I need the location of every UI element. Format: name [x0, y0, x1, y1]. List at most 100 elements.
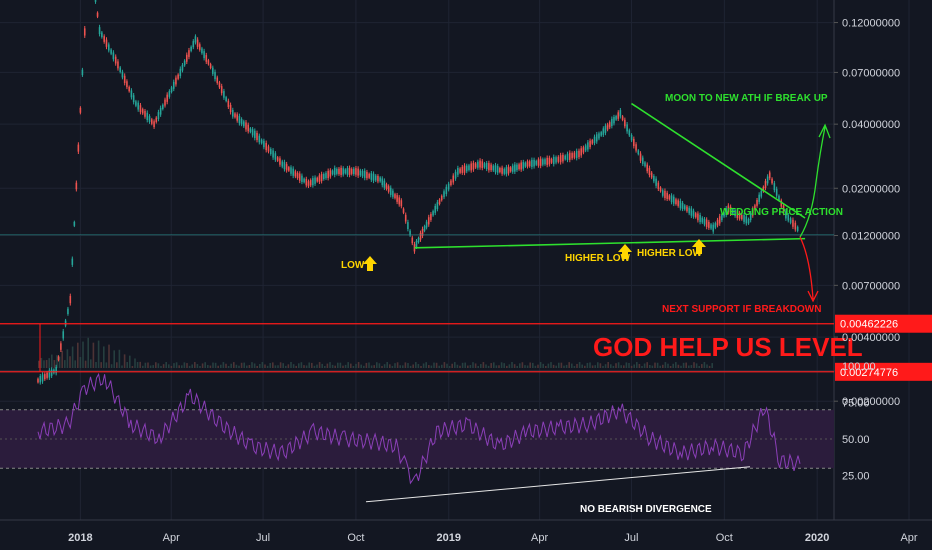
volume-bar [519, 363, 521, 368]
price-candle [762, 186, 765, 192]
price-candle [231, 109, 234, 117]
volume-bar [162, 364, 165, 368]
volume-bar [669, 365, 672, 368]
volume-bar [287, 364, 290, 368]
volume-bar [461, 362, 464, 368]
volume-bar [438, 365, 440, 368]
volume-bar [383, 364, 386, 368]
volume-bar [417, 364, 420, 368]
volume-bar [487, 365, 490, 368]
annotation-next-support: NEXT SUPPORT IF BREAKDOWN [662, 304, 821, 315]
price-candle [461, 166, 464, 173]
price-candle [298, 173, 301, 181]
price-candle [679, 200, 682, 209]
price-candle [485, 162, 488, 170]
annotation-higher-low-1: HIGHER LOW [565, 253, 631, 264]
price-candle [472, 162, 475, 170]
price-candle [621, 116, 624, 121]
volume-bar [220, 364, 222, 368]
volume-bar [97, 340, 100, 368]
volume-bar [303, 365, 305, 368]
price-candle [425, 221, 428, 228]
volume-bar [628, 363, 630, 368]
price-candle [251, 129, 254, 136]
price-candle [377, 175, 379, 182]
volume-bar [339, 362, 342, 368]
volume-bar [274, 365, 277, 368]
price-candle [62, 331, 65, 339]
volume-bar [667, 363, 669, 368]
price-candle [240, 119, 243, 125]
price-candle [243, 121, 245, 127]
price-candle [357, 168, 359, 176]
volume-bar [500, 362, 503, 368]
price-candle [635, 144, 637, 151]
price-candle [526, 161, 529, 167]
price-candle [778, 195, 780, 201]
volume-bar [636, 362, 638, 368]
volume-bar [116, 362, 118, 368]
volume-bar [402, 365, 404, 368]
volume-bar [56, 355, 58, 368]
price-candle [198, 44, 201, 50]
price-candle [269, 148, 272, 155]
price-candle [646, 164, 649, 172]
volume-bar [110, 364, 113, 368]
price-candle [602, 128, 605, 135]
volume-bar [243, 362, 245, 368]
volume-bar [188, 365, 191, 368]
volume-bar [144, 362, 147, 368]
price-candle [729, 206, 732, 214]
price-candle [773, 183, 776, 191]
volume-bar [467, 365, 469, 368]
price-candle [440, 195, 443, 201]
price-candle [283, 162, 286, 170]
price-candle [488, 163, 490, 171]
price-candle [542, 159, 544, 165]
volume-bar [123, 354, 126, 368]
volume-bar [391, 365, 394, 368]
price-candle [496, 166, 499, 173]
volume-bar [472, 362, 474, 368]
price-candle [201, 48, 203, 54]
volume-bar [139, 361, 141, 368]
price-candle [267, 146, 270, 152]
price-candle [423, 226, 426, 231]
price-candle [754, 205, 756, 210]
price-candle [50, 369, 53, 376]
price-candle [655, 178, 657, 186]
volume-bar [516, 365, 518, 368]
price-candle [683, 205, 686, 210]
volume-bar [105, 362, 108, 368]
volume-bar [155, 362, 157, 368]
price-candle [258, 135, 261, 143]
price-candle [756, 199, 758, 206]
volume-bar [703, 362, 706, 368]
annotation-higher-low-2: HIGHER LOW [637, 248, 703, 259]
price-candle [503, 169, 506, 174]
time-axis-label: Jul [624, 532, 638, 544]
price-candle [172, 81, 175, 89]
price-candle [148, 116, 151, 122]
volume-bar [225, 363, 227, 368]
price-candle [692, 210, 695, 217]
price-candle [307, 181, 310, 187]
price-candle [580, 148, 583, 156]
price-candle [664, 190, 666, 199]
price-candle [595, 134, 598, 142]
volume-bar [682, 362, 685, 368]
volume-bar [261, 362, 264, 368]
price-candle [227, 100, 230, 107]
price-candle [747, 219, 750, 224]
volume-bar [396, 362, 399, 368]
price-candle [531, 159, 533, 167]
volume-bar [103, 346, 105, 368]
volume-bar [430, 365, 433, 368]
price-candle [668, 195, 671, 200]
volume-bar [331, 364, 334, 368]
volume-bar [675, 362, 677, 368]
price-candle [768, 172, 771, 179]
price-candle [263, 140, 265, 148]
price-candle [394, 194, 396, 199]
